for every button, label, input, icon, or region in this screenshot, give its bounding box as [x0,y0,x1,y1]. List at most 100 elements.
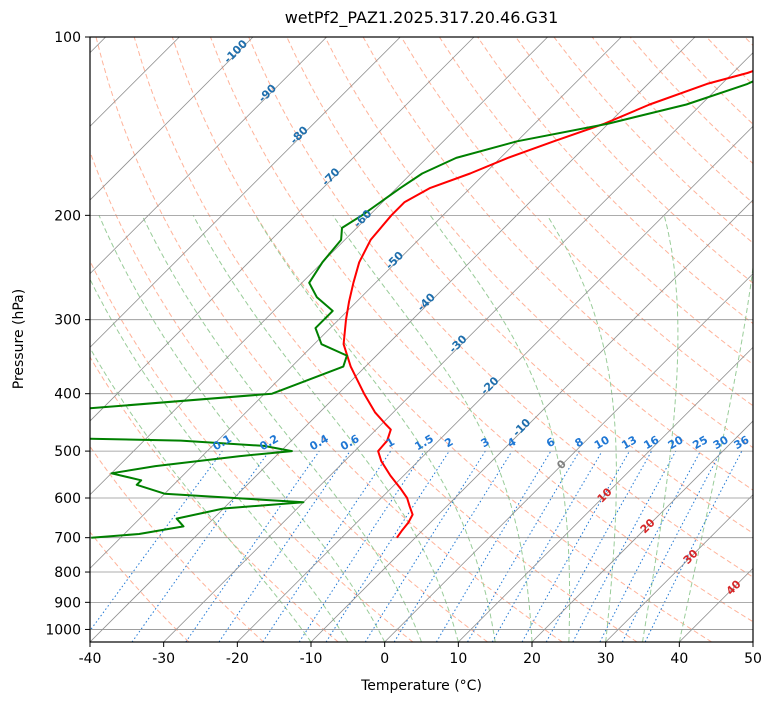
dry-adiabat-label: -90 [256,82,279,105]
axis-ticks: -40 -30 -20 -10 0 10 20 30 40 5010020030040050060… [45,30,762,667]
y-tick: 800 [54,565,81,581]
y-tick: 400 [54,387,81,403]
moist-adiabat [141,215,422,642]
mixing-ratio-label: 3 [479,435,492,450]
y-tick-label: 600 [54,491,81,507]
moist-adiabat [98,215,386,642]
y-tick: 300 [54,313,81,329]
dry-adiabat [400,37,753,407]
mixing-ratio-line [393,450,513,642]
mixing-ratio-line [599,450,701,642]
y-tick: 100 [54,30,81,46]
dry-adiabat [668,37,753,125]
x-tick-label: -40 [79,651,102,667]
dry-adiabat-label: -60 [351,207,374,230]
x-axis-label: Temperature (°C) [361,678,482,694]
y-axis-label: Pressure (hPa) [11,288,27,390]
x-tick: 20 [523,651,541,667]
isotherm [310,199,753,642]
mixing-ratio-line [521,450,630,642]
dry-adiabat [90,150,488,642]
mixing-ratio-label: 0.4 [307,432,331,453]
y-tick: 1000 [45,622,81,638]
y-tick-label: 400 [54,387,81,403]
mixing-ratio-line [218,450,351,642]
x-tick-label: -20 [226,651,249,667]
dry-adiabat [438,37,753,366]
mixing-ratio-line [572,450,677,642]
background-lines [90,37,753,642]
mixing-ratio-line [545,450,653,642]
mixing-ratio-label: 13 [619,433,639,452]
x-tick: 50 [744,651,762,667]
mixing-ratio-line [185,450,320,642]
mixing-ratio-label: 25 [690,433,710,452]
x-tick: -10 [300,651,323,667]
x-tick: 10 [449,651,467,667]
mixing-ratio-line [131,450,270,642]
y-tick-label: 1000 [45,622,81,638]
y-tick: 700 [54,531,81,547]
x-tick: 30 [597,651,615,667]
x-tick: -20 [226,651,249,667]
mixing-ratio-label: 2 [442,435,455,450]
isotherm [605,494,753,642]
isotherm [90,37,254,201]
mixing-ratio-line [621,450,722,642]
mixing-ratio-label: 1 [384,435,397,450]
mixing-ratio-label: 1.5 [413,432,436,453]
dry-adiabat-label: -10 [510,416,533,439]
plot-frame [89,36,754,643]
y-tick-label: 300 [54,313,81,329]
x-tick-label: -10 [300,651,323,667]
y-tick-label: 700 [54,531,81,547]
moist-adiabat [678,263,753,642]
moist-adiabat [642,215,679,642]
y-tick-label: 800 [54,565,81,581]
isotherm [752,641,753,642]
mixing-ratio-label: 30 [711,433,731,452]
dry-adiabat [95,37,563,642]
dry-adiabat-label: -100 [221,37,250,66]
mixing-ratio-label: 20 [666,433,686,452]
y-tick: 600 [54,491,81,507]
mixing-ratio-label: 36 [732,433,752,452]
x-tick-label: 20 [523,651,541,667]
dry-adiabat [591,37,753,204]
dry-adiabat [90,445,264,642]
x-tick: 40 [670,651,688,667]
y-tick: 900 [54,595,81,611]
dry-adiabat [744,37,753,47]
mixing-ratio-label: 16 [641,433,661,452]
x-tick: -40 [79,651,102,667]
moist-adiabat [90,347,312,642]
temperature-line [342,70,753,539]
dry-adiabat [90,356,339,642]
isotherm [90,37,327,275]
x-tick: -30 [152,651,175,667]
y-tick: 200 [54,208,81,224]
dry-adiabat [133,37,638,642]
dry-adiabat [90,531,190,642]
y-tick-label: 100 [54,30,81,46]
moist-adiabat [192,215,459,642]
mixing-ratio-line [90,450,223,632]
moist-adiabat [332,215,533,642]
isotherm [90,37,548,496]
dry-adiabat [210,37,753,623]
x-tick-label: 0 [380,651,389,667]
x-tick-label: 50 [744,651,762,667]
mixing-ratio-line [298,450,425,642]
dewpoint-line [90,80,753,539]
profile-series [90,70,753,539]
mixing-ratio-label: 10 [592,433,612,452]
isotherm [90,37,401,348]
dry-adiabat [248,37,753,578]
moist-adiabat [546,215,617,642]
dry-adiabat [706,37,753,86]
dry-adiabat [171,37,712,642]
isotherm [237,125,753,642]
isotherm [90,37,696,642]
mixing-ratio-line [435,450,552,642]
